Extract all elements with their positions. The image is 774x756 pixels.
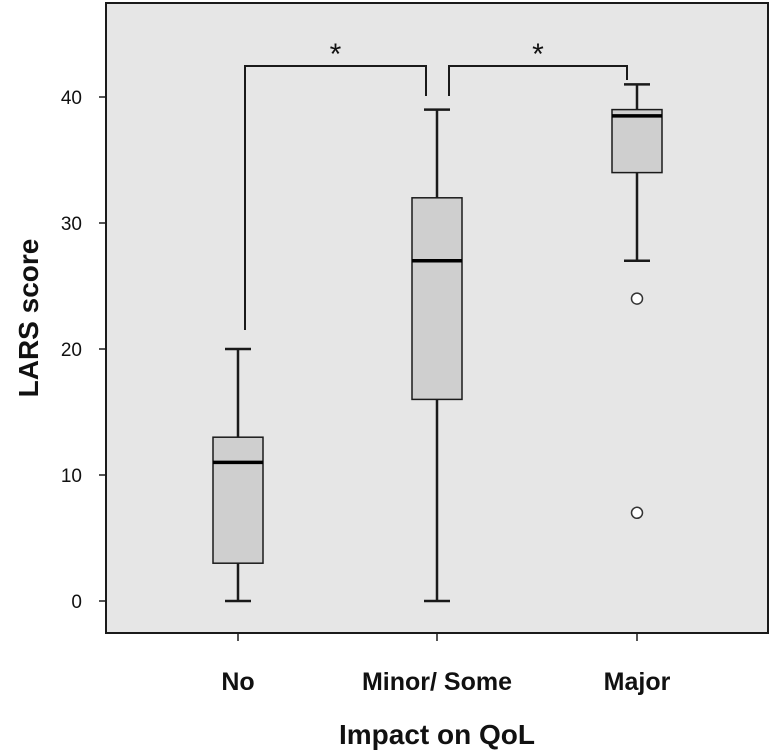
box-3 (611, 83, 663, 520)
y-tick-label: 0 (71, 592, 82, 613)
x-axis: No Minor/ Some Major (221, 633, 671, 696)
x-tick-label: Major (604, 668, 671, 696)
significance-bracket-1: * (244, 38, 427, 330)
outlier-point (630, 506, 644, 520)
box-series (212, 83, 663, 603)
significance-brackets: * * (244, 38, 628, 330)
significance-bracket-2: * (448, 38, 628, 96)
significance-label: * (532, 38, 544, 71)
y-tick-label: 40 (61, 88, 82, 109)
significance-label: * (330, 38, 342, 71)
iqr-box (212, 436, 264, 564)
box-2 (411, 108, 463, 603)
iqr-box (411, 197, 463, 401)
bracket-line (244, 65, 427, 330)
y-tick-label: 20 (61, 340, 82, 361)
x-axis-title: Impact on QoL (339, 719, 535, 750)
box-1 (212, 347, 264, 603)
y-tick-label: 10 (61, 466, 82, 487)
y-tick-label: 30 (61, 214, 82, 235)
y-axis-title: LARS score (13, 239, 44, 398)
iqr-box (611, 108, 663, 174)
y-axis: 0 10 20 30 40 (61, 88, 106, 613)
bracket-line (448, 65, 628, 96)
x-tick-label: Minor/ Some (362, 668, 512, 696)
x-tick-label: No (221, 668, 254, 696)
outlier-point (630, 292, 644, 305)
